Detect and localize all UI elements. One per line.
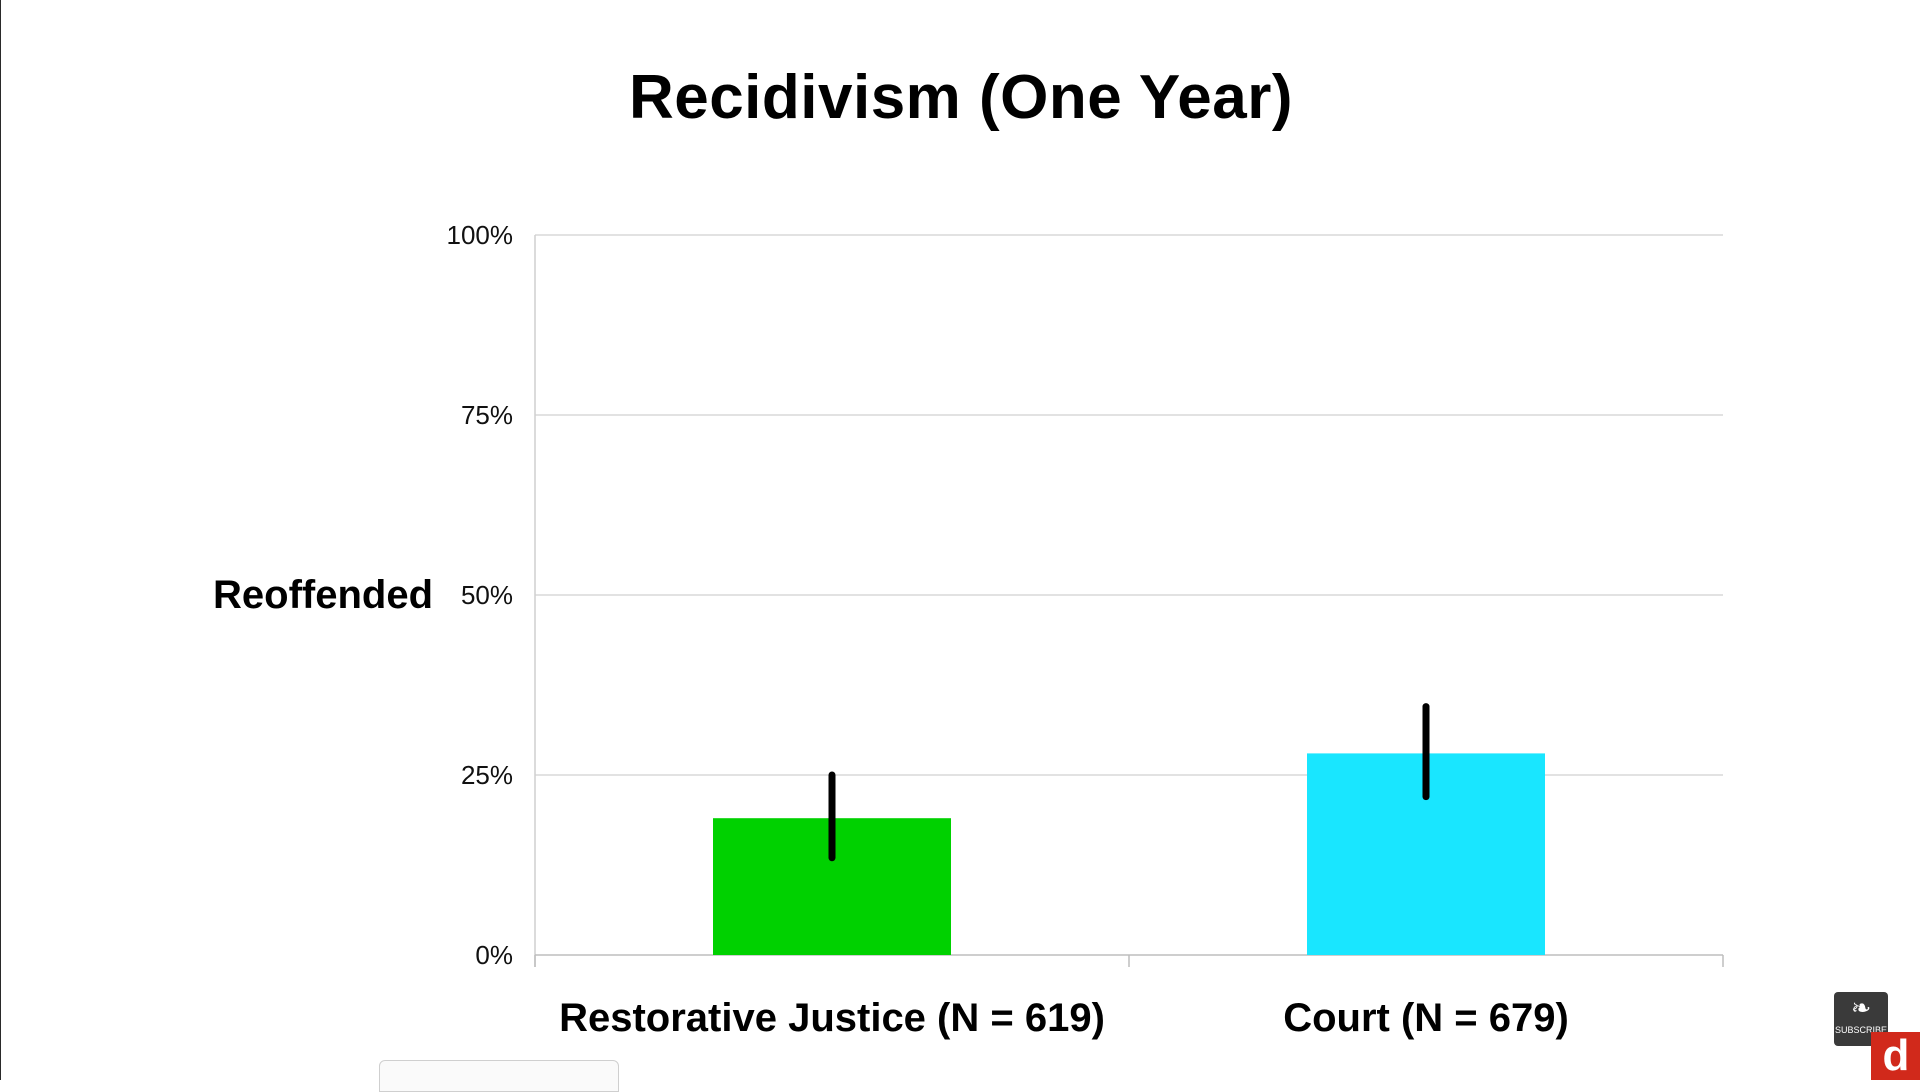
bottom-tab[interactable] (379, 1060, 619, 1092)
x-category-label: Court (N = 679) (1283, 996, 1569, 1040)
y-tick-label: 25% (461, 760, 513, 790)
x-category-label: Restorative Justice (N = 619) (559, 996, 1105, 1040)
chart-title: Recidivism (One Year) (628, 63, 1294, 132)
y-tick-label: 100% (447, 220, 514, 250)
flame-icon: ❧ (1850, 994, 1872, 1022)
y-tick-label: 50% (461, 580, 513, 610)
y-axis-title: Reoffended (213, 573, 433, 617)
y-tick-label: 75% (461, 400, 513, 430)
subscribe-label: SUBSCRIBE (1834, 1025, 1887, 1035)
y-tick-label: 0% (475, 940, 513, 970)
channel-logo: d (1871, 1032, 1920, 1080)
